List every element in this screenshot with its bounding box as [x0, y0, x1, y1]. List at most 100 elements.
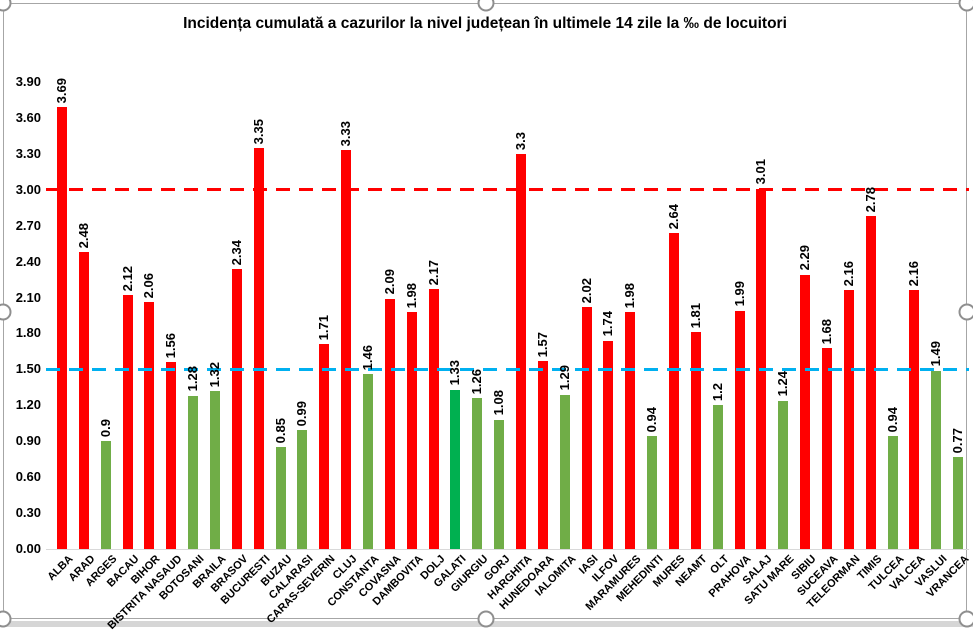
bar-bihor[interactable]: [144, 302, 154, 549]
bar-value-label: 3.01: [753, 159, 769, 184]
selection-handle-bottom-right[interactable]: [959, 611, 973, 628]
bar-teleorman[interactable]: [844, 290, 854, 549]
bar-constanta[interactable]: [363, 374, 373, 549]
bar-calarasi[interactable]: [297, 430, 307, 549]
bar-olt[interactable]: [713, 405, 723, 549]
bar-value-label: 1.81: [688, 303, 704, 328]
bar-gorj[interactable]: [494, 420, 504, 549]
bar-value-label: 0.94: [885, 407, 901, 432]
y-axis-tick-label: 0.00: [1, 542, 41, 556]
bar-braila[interactable]: [210, 391, 220, 549]
y-axis-tick-label: 2.10: [1, 291, 41, 305]
bar-ilfov[interactable]: [603, 341, 613, 549]
bar-value-label: 1.08: [491, 390, 507, 415]
y-axis-tick-label: 3.60: [1, 111, 41, 125]
bar-value-label: 2.78: [863, 187, 879, 212]
y-axis-tick-label: 0.90: [1, 434, 41, 448]
bar-value-label: 3.69: [54, 78, 70, 103]
bar-value-label: 1.26: [469, 369, 485, 394]
y-axis-tick-label: 2.40: [1, 255, 41, 269]
bar-neamt[interactable]: [691, 332, 701, 549]
bar-satu-mare[interactable]: [778, 401, 788, 549]
bar-value-label: 2.09: [382, 269, 398, 294]
bar-value-label: 1.28: [185, 366, 201, 391]
bar-value-label: 1.57: [535, 332, 551, 357]
chart-title: Incidența cumulată a cazurilor la nivel …: [4, 15, 966, 33]
y-axis-tick-label: 0.30: [1, 506, 41, 520]
y-axis-tick-label: 1.20: [1, 398, 41, 412]
bar-prahova[interactable]: [735, 311, 745, 549]
bar-value-label: 2.06: [141, 273, 157, 298]
y-axis-tick-label: 1.80: [1, 326, 41, 340]
y-axis-tick-label: 3.90: [1, 75, 41, 89]
bar-arad[interactable]: [79, 252, 89, 549]
bar-value-label: 3.3: [513, 132, 529, 150]
y-axis-tick-label: 3.30: [1, 147, 41, 161]
bar-value-label: 1.56: [163, 333, 179, 358]
bar-value-label: 2.34: [229, 240, 245, 265]
bar-suceava[interactable]: [822, 348, 832, 549]
bar-value-label: 2.48: [76, 223, 92, 248]
selection-handle-right-middle[interactable]: [959, 304, 973, 321]
bar-value-label: 1.49: [928, 341, 944, 366]
bar-timis[interactable]: [866, 216, 876, 549]
y-axis-tick-label: 3.00: [1, 183, 41, 197]
bar-buzau[interactable]: [276, 447, 286, 549]
bar-value-label: 1.71: [316, 315, 332, 340]
bar-harghita[interactable]: [516, 154, 526, 549]
bar-value-label: 2.29: [797, 245, 813, 270]
bar-value-label: 0.99: [294, 401, 310, 426]
bar-caras-severin[interactable]: [319, 344, 329, 549]
bar-value-label: 2.64: [666, 204, 682, 229]
bar-sibiu[interactable]: [800, 275, 810, 549]
bar-value-label: 1.24: [775, 371, 791, 396]
bar-value-label: 1.99: [732, 281, 748, 306]
bar-value-label: 1.29: [557, 365, 573, 390]
bar-galati[interactable]: [450, 390, 460, 549]
bar-arges[interactable]: [101, 441, 111, 549]
bar-dambovita[interactable]: [407, 312, 417, 549]
bar-bucuresti[interactable]: [254, 148, 264, 549]
y-axis-tick-label: 0.60: [1, 470, 41, 484]
bar-value-label: 0.85: [273, 418, 289, 443]
bar-value-label: 2.02: [579, 278, 595, 303]
bar-tulcea[interactable]: [888, 436, 898, 549]
bar-value-label: 3.35: [251, 119, 267, 144]
bar-value-label: 1.98: [622, 283, 638, 308]
bar-iasi[interactable]: [582, 307, 592, 549]
bar-botosani[interactable]: [188, 396, 198, 549]
chart-area[interactable]: Incidența cumulată a cazurilor la nivel …: [3, 3, 967, 619]
x-axis-line: [46, 549, 969, 550]
bar-maramures[interactable]: [625, 312, 635, 549]
bar-bistrita-nasaud[interactable]: [166, 362, 176, 549]
selection-handle-bottom-middle[interactable]: [478, 611, 495, 628]
bar-valcea[interactable]: [909, 290, 919, 549]
bar-bacau[interactable]: [123, 295, 133, 549]
bar-value-label: 0.94: [644, 407, 660, 432]
bar-value-label: 1.46: [360, 345, 376, 370]
threshold-line-3: [46, 188, 969, 191]
bar-giurgiu[interactable]: [472, 398, 482, 549]
bar-dolj[interactable]: [429, 289, 439, 549]
bar-value-label: 2.12: [120, 266, 136, 291]
bar-hunedoara[interactable]: [538, 361, 548, 549]
bar-value-label: 2.17: [426, 260, 442, 285]
bar-covasna[interactable]: [385, 299, 395, 549]
bar-value-label: 1.74: [600, 311, 616, 336]
bar-value-label: 1.98: [404, 283, 420, 308]
bar-value-label: 1.33: [447, 360, 463, 385]
bar-alba[interactable]: [57, 107, 67, 549]
bar-ialomita[interactable]: [560, 395, 570, 549]
bar-mehedinti[interactable]: [647, 436, 657, 549]
bar-value-label: 1.32: [207, 362, 223, 387]
bar-value-label: 0.9: [98, 419, 114, 437]
y-axis-tick-label: 2.70: [1, 219, 41, 233]
bar-brasov[interactable]: [232, 269, 242, 549]
bar-mures[interactable]: [669, 233, 679, 549]
bar-vrancea[interactable]: [953, 457, 963, 549]
y-axis-tick-label: 1.50: [1, 362, 41, 376]
bar-cluj[interactable]: [341, 150, 351, 549]
bar-value-label: 2.16: [841, 261, 857, 286]
bar-vaslui[interactable]: [931, 371, 941, 549]
